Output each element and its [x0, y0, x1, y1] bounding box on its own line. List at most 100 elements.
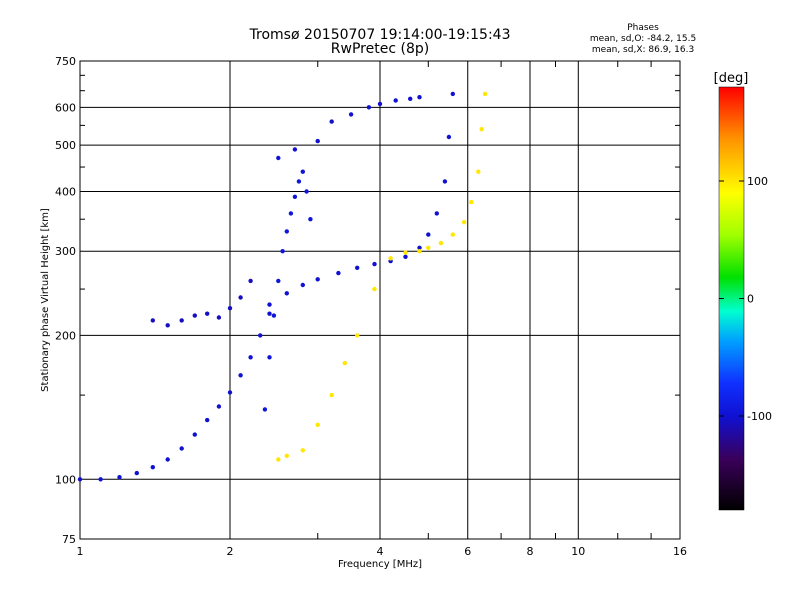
data-point [238, 373, 243, 378]
data-point [377, 101, 383, 107]
data-point [117, 475, 122, 480]
y-tick-label: 500 [55, 139, 76, 152]
data-point [408, 96, 413, 102]
data-point [329, 392, 334, 398]
data-point [258, 333, 263, 338]
data-point [267, 311, 272, 316]
data-point [284, 229, 289, 234]
axis-ticks: 1 2 4 6 8 10 16 75 100 200 300 400 500 600 750 [55, 55, 687, 558]
data-point [403, 250, 408, 255]
data-point [372, 286, 377, 292]
data-point [179, 318, 184, 323]
chart-subtitle: RwPretec (8p) [331, 41, 429, 57]
data-point [482, 91, 488, 97]
data-point [366, 105, 372, 110]
data-point [434, 211, 439, 216]
data-point [461, 220, 467, 225]
data-point [280, 249, 285, 254]
data-point [342, 360, 347, 366]
data-point [300, 169, 305, 174]
colorbar-tick-label: 100 [747, 175, 768, 188]
data-point [271, 313, 277, 318]
data-point [450, 91, 455, 97]
data-point [417, 249, 422, 254]
data-point [372, 261, 377, 267]
data-point [150, 465, 155, 470]
data-point [329, 119, 334, 124]
data-point [248, 278, 253, 284]
y-tick-label: 300 [55, 245, 76, 258]
data-point [165, 457, 170, 462]
phases-line-o: mean, sd,O: -84.2, 15.5 [590, 34, 696, 44]
data-point [355, 333, 360, 338]
y-tick-label: 750 [55, 55, 76, 68]
data-point [446, 134, 452, 140]
data-point [192, 432, 197, 437]
data-point [276, 155, 281, 161]
data-point [355, 265, 360, 270]
data-point [267, 355, 272, 360]
y-tick-label: 200 [55, 329, 76, 342]
chart-title: Tromsø 20150707 19:14:00-19:15:43 [249, 27, 511, 43]
data-point [276, 457, 281, 462]
data-point [165, 323, 170, 328]
y-tick-label: 600 [55, 101, 76, 114]
x-tick-label: 6 [464, 545, 471, 558]
data-point [417, 95, 422, 100]
x-tick-label: 8 [527, 545, 534, 558]
data-point [442, 179, 448, 184]
x-tick-label: 1 [77, 545, 84, 558]
phases-line-x: mean, sd,X: 86.9, 16.3 [592, 45, 694, 55]
data-point [476, 169, 481, 174]
colorbar-tick-label: 0 [747, 293, 754, 306]
data-point [315, 138, 320, 144]
data-point [238, 295, 243, 300]
data-point [438, 240, 444, 246]
data-point [469, 199, 474, 205]
data-point [288, 211, 294, 216]
grid-lines [80, 61, 680, 539]
data-point [284, 453, 289, 458]
data-point [450, 232, 455, 237]
x-tick-label: 16 [673, 545, 687, 558]
phases-heading: Phases [627, 23, 659, 33]
data-point [227, 390, 233, 395]
y-tick-label: 400 [55, 185, 76, 198]
x-tick-label: 10 [571, 545, 585, 558]
y-axis-label: Stationary phase Virtual Height [km] [40, 208, 51, 392]
data-point [205, 417, 210, 423]
data-point [150, 318, 155, 323]
x-axis-label: Frequency [MHz] [338, 559, 422, 570]
data-point [315, 277, 320, 282]
data-point [98, 477, 103, 482]
data-point [315, 422, 320, 427]
colorbar-label: [deg] [714, 71, 749, 86]
data-point [403, 254, 408, 259]
data-point [134, 470, 139, 476]
data-point [348, 112, 354, 117]
data-point [192, 313, 197, 318]
data-point [300, 282, 305, 288]
x-tick-label: 2 [227, 545, 234, 558]
data-point [216, 404, 222, 409]
data-point [308, 217, 313, 222]
data-point [304, 189, 309, 194]
data-point [284, 291, 289, 296]
x-tick-label: 4 [377, 545, 384, 558]
data-point [479, 127, 484, 132]
y-tick-label: 75 [62, 533, 76, 546]
data-point [262, 407, 268, 412]
data-point [216, 315, 222, 320]
data-point [248, 355, 253, 360]
data-point [292, 194, 298, 199]
data-point [205, 311, 210, 316]
data-point [77, 477, 83, 482]
data-point [300, 448, 305, 453]
data-point [227, 306, 233, 311]
data-point [417, 245, 422, 250]
data-point [276, 278, 281, 284]
colorbar-ticks: 100 0 -100 [719, 175, 772, 423]
data-point [388, 256, 393, 261]
data-point [426, 245, 431, 250]
